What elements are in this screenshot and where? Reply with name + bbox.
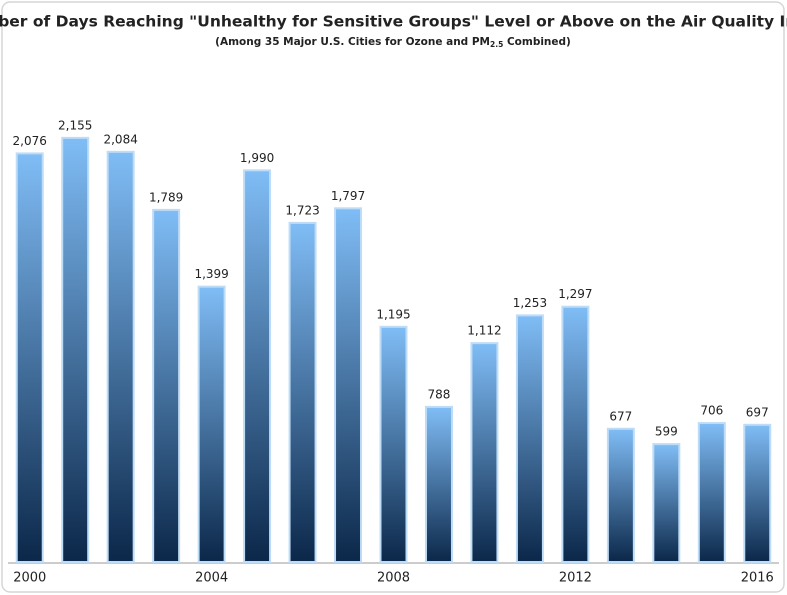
chart-subtitle: (Among 35 Major U.S. Cities for Ozone an… (215, 36, 571, 49)
bar (243, 169, 272, 563)
bar (606, 427, 635, 563)
chart-title: Number of Days Reaching "Unhealthy for S… (0, 13, 787, 31)
x-tick-label: 2008 (377, 571, 410, 586)
value-label: 788 (428, 387, 451, 401)
bar (652, 443, 681, 563)
value-label: 1,297 (558, 287, 592, 301)
bar (424, 405, 453, 564)
bar (470, 342, 499, 563)
value-label: 706 (700, 404, 723, 418)
value-label: 599 (655, 425, 678, 439)
value-label: 1,112 (467, 324, 501, 338)
bar (152, 208, 181, 563)
value-label: 1,797 (331, 189, 365, 203)
value-label: 1,723 (285, 203, 319, 217)
subtitle-part: (Among 35 Major U.S. Cities for Ozone an… (215, 36, 490, 48)
bar (61, 136, 90, 563)
value-label: 2,076 (13, 134, 47, 148)
value-label: 697 (746, 405, 769, 419)
x-tick-label: 2012 (559, 571, 592, 586)
value-label: 1,195 (376, 307, 410, 321)
bar (515, 314, 544, 563)
value-label: 1,253 (513, 296, 547, 310)
value-label: 677 (609, 409, 632, 423)
x-tick-label: 2000 (13, 571, 46, 586)
bar (561, 305, 590, 563)
bar (697, 422, 726, 563)
x-tick-label: 2016 (741, 571, 774, 586)
value-label: 1,399 (194, 267, 228, 281)
value-label: 1,990 (240, 151, 274, 165)
bar (106, 150, 135, 563)
subtitle-part: Combined) (503, 36, 571, 48)
subtitle-subscript: 2.5 (490, 40, 503, 49)
bar (288, 221, 317, 564)
value-label: 2,155 (58, 118, 92, 132)
x-tick-label: 2004 (195, 571, 228, 586)
bar (15, 152, 44, 563)
bar (379, 325, 408, 563)
value-label: 1,789 (149, 190, 183, 204)
bar (334, 207, 363, 564)
bar (743, 423, 772, 563)
value-label: 2,084 (103, 132, 137, 146)
bar (197, 285, 226, 563)
